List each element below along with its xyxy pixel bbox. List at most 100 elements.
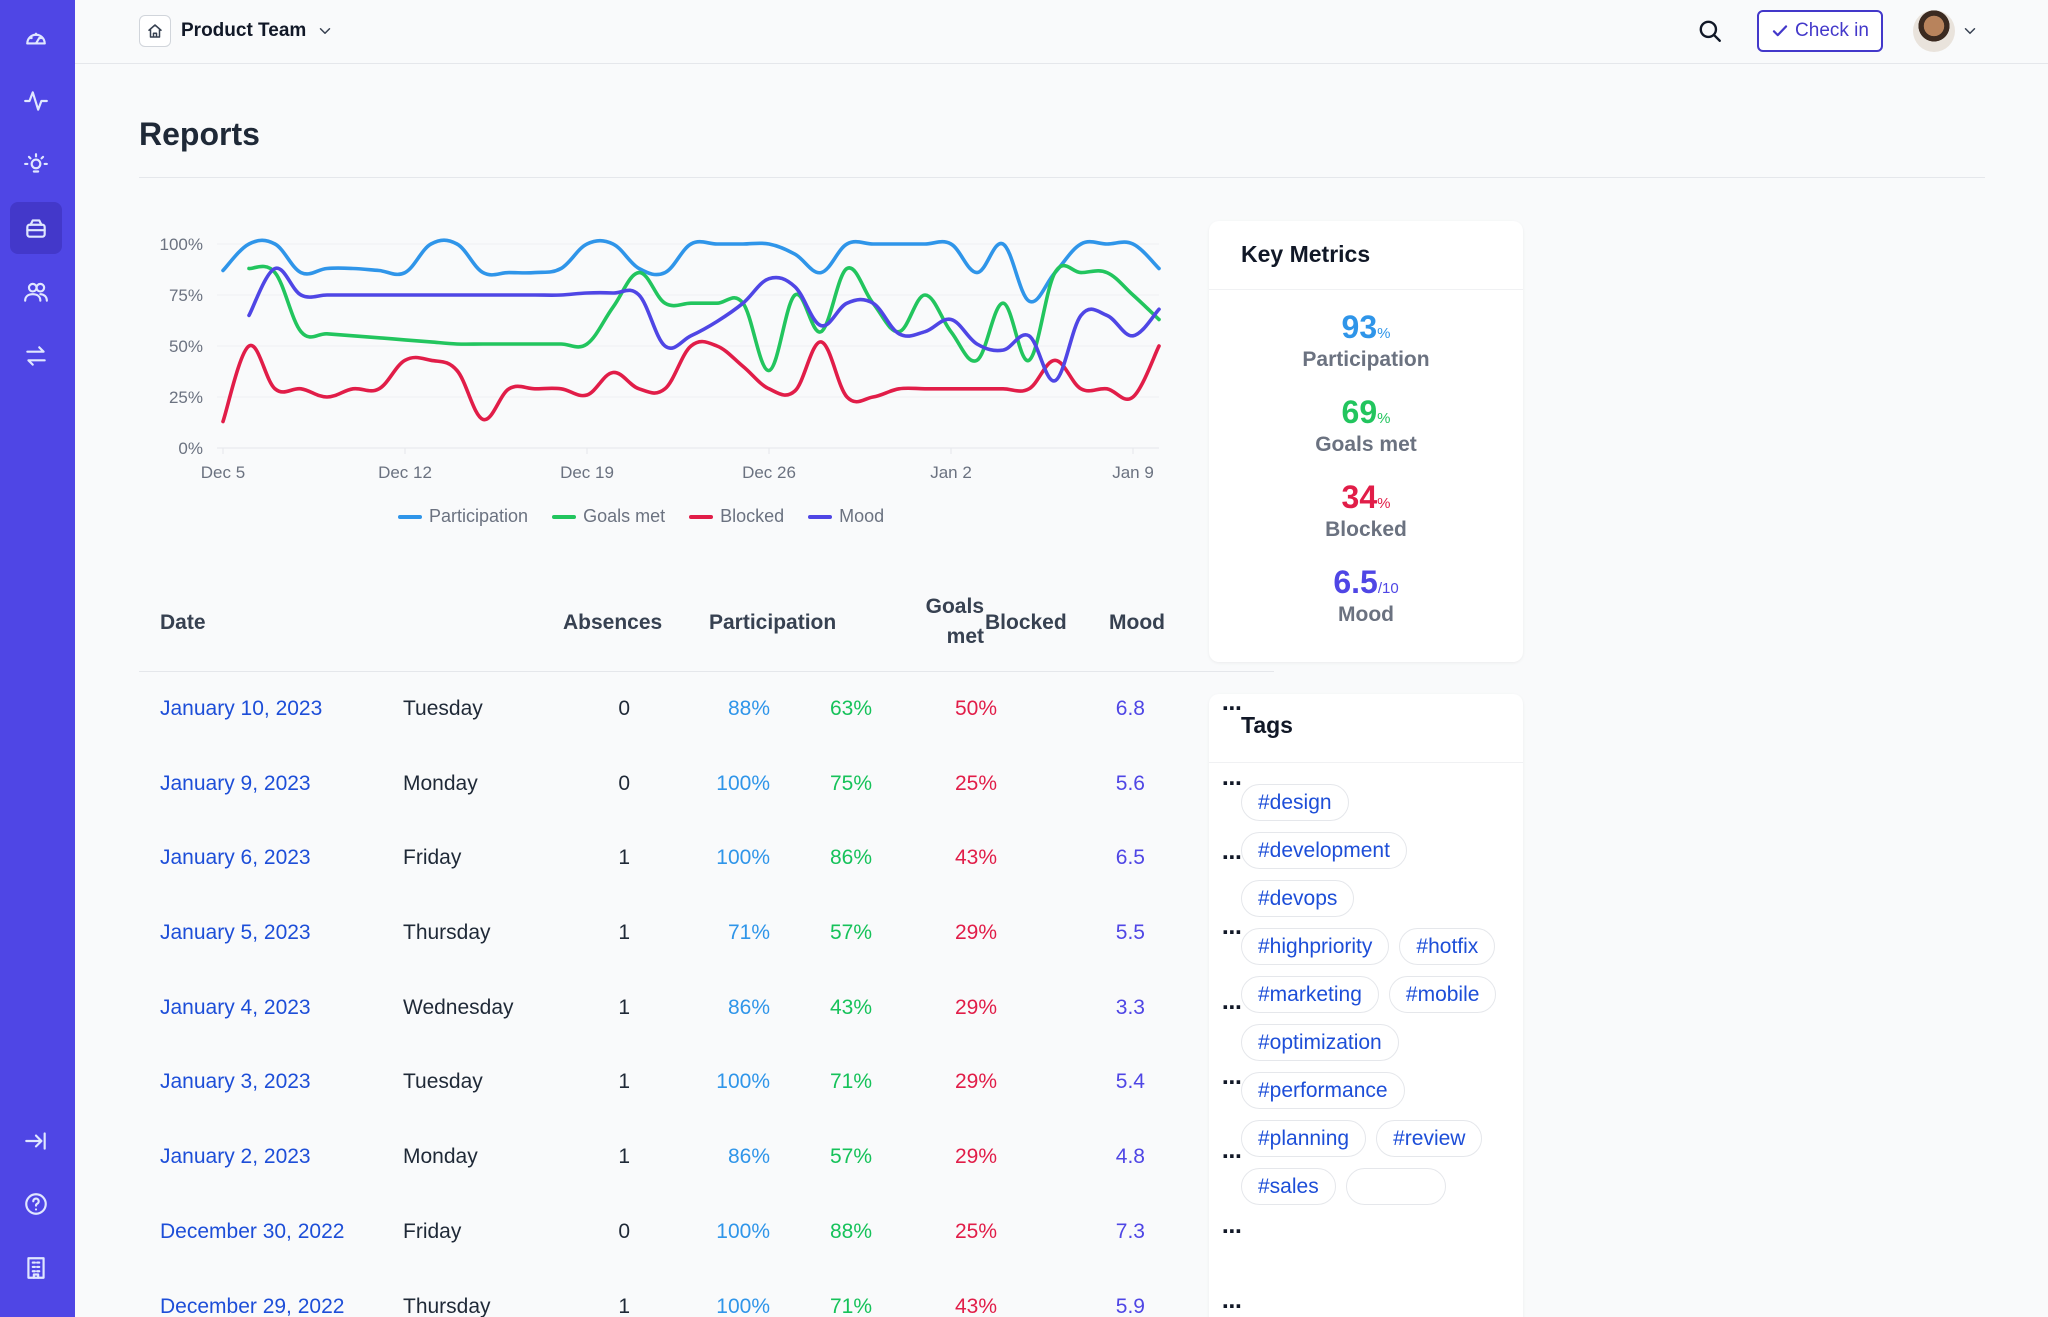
tag-chip[interactable]: #review	[1376, 1120, 1483, 1157]
avatar[interactable]	[1913, 10, 1955, 52]
sidebar-organization[interactable]	[10, 1242, 62, 1294]
cell-date[interactable]: January 10, 2023	[160, 697, 323, 720]
cell-absences: 1	[618, 1070, 630, 1094]
table-row[interactable]: January 3, 2023 Tuesday 1 100% 71% 29% 5.4	[139, 1045, 1274, 1120]
x-tick-label: Jan 2	[930, 463, 972, 482]
metric-value-line: 69%	[1209, 394, 1523, 431]
cell-blocked: 25%	[954, 771, 997, 795]
legend-item-goals-met[interactable]: Goals met	[552, 506, 665, 527]
search-button[interactable]	[1695, 16, 1725, 46]
table-row[interactable]: January 4, 2023 Wednesday 1 86% 43% 29% 3.3	[139, 971, 1274, 1046]
home-icon[interactable]	[139, 15, 171, 47]
divider	[1209, 762, 1523, 763]
table-row[interactable]: January 9, 2023 Monday 0 100% 75% 25% 5.6	[139, 747, 1274, 822]
sidebar-item-team[interactable]	[10, 266, 62, 318]
tag-chip[interactable]: #optimization	[1241, 1024, 1399, 1061]
chevron-down-icon[interactable]	[316, 22, 334, 40]
cell-blocked: 43%	[954, 1294, 997, 1317]
column-header-blocked[interactable]: Blocked	[985, 611, 1067, 634]
legend-item-mood[interactable]: Mood	[808, 506, 884, 527]
tag-chip[interactable]: #performance	[1241, 1072, 1405, 1109]
cell-date[interactable]: January 2, 2023	[160, 1145, 311, 1169]
team-name[interactable]: Product Team	[181, 20, 307, 41]
cell-date[interactable]: December 29, 2022	[160, 1294, 345, 1317]
column-header-goals-line2: met	[946, 625, 984, 648]
column-header-participation[interactable]: Participation	[709, 611, 837, 634]
column-header-goals-met[interactable]: Goals met	[884, 592, 984, 652]
legend-item-participation[interactable]: Participation	[398, 506, 528, 527]
tag-chip[interactable]: #marketing	[1241, 976, 1379, 1013]
tag-chip[interactable]: #hotfix	[1399, 928, 1496, 965]
row-menu-icon[interactable]: ⋯	[1222, 1295, 1243, 1317]
sidebar-item-ideas[interactable]	[10, 139, 62, 191]
cell-date[interactable]: January 5, 2023	[160, 921, 311, 945]
tag-chip[interactable]: #development	[1241, 832, 1407, 869]
x-tick-label: Dec 12	[378, 463, 432, 482]
tag-chip[interactable]: #highpriority	[1241, 928, 1390, 965]
cell-date[interactable]: January 4, 2023	[160, 995, 311, 1019]
table-row[interactable]: January 10, 2023 Tuesday 0 88% 63% 50% 6.8	[139, 672, 1274, 747]
column-header-absences[interactable]: Absences	[563, 611, 663, 634]
sidebar-item-activity[interactable]	[10, 75, 62, 127]
series-line-mood	[247, 266, 1161, 383]
cell-day: Wednesday	[403, 995, 514, 1019]
table-row[interactable]: January 5, 2023 Thursday 1 71% 57% 29% 5.5	[139, 896, 1274, 971]
table-row[interactable]: December 29, 2022 Thursday 1 100% 71% 43% 5.9	[139, 1270, 1274, 1317]
sidebar-item-integrations[interactable]	[10, 330, 62, 382]
cell-mood: 4.8	[1115, 1145, 1145, 1169]
users-icon	[24, 282, 48, 302]
tag-chip[interactable]: #planning	[1241, 1120, 1367, 1157]
cell-date[interactable]: January 6, 2023	[160, 846, 311, 870]
tag-chip[interactable]: #devops	[1241, 880, 1355, 917]
x-tick-label: Dec 19	[560, 463, 614, 482]
row-menu-icon[interactable]: ⋯	[1222, 772, 1243, 795]
legend-swatch	[398, 514, 422, 519]
team-switcher[interactable]: Product Team	[139, 15, 334, 47]
sidebar-item-dashboard[interactable]	[10, 12, 62, 64]
metric-value-line: 34%	[1209, 479, 1523, 516]
check-in-button[interactable]: Check in	[1757, 10, 1883, 52]
tag-list: #design #development #devops #highpriority #…	[1241, 784, 1511, 1205]
row-menu-icon[interactable]: ⋯	[1222, 1220, 1243, 1243]
cell-goals-met: 86%	[829, 846, 872, 870]
row-menu-icon[interactable]: ⋯	[1222, 1071, 1243, 1094]
y-tick-label: 100%	[160, 235, 203, 254]
cell-date[interactable]: January 9, 2023	[160, 771, 311, 795]
table-row[interactable]: January 2, 2023 Monday 1 86% 57% 29% 4.8	[139, 1120, 1274, 1195]
legend-label: Participation	[429, 506, 529, 526]
x-tick-label: Dec 26	[742, 463, 796, 482]
column-header-mood[interactable]: Mood	[1109, 611, 1165, 634]
row-menu-icon[interactable]: ⋯	[1222, 847, 1243, 870]
row-menu-icon[interactable]: ⋯	[1222, 698, 1243, 720]
table-row[interactable]: December 30, 2022 Friday 0 100% 88% 25% 7.3	[139, 1195, 1274, 1270]
tag-chip[interactable]: #sales	[1241, 1168, 1336, 1205]
cell-mood: 6.5	[1115, 846, 1145, 870]
chevron-down-icon[interactable]	[1961, 22, 1979, 45]
page-title: Reports	[139, 116, 260, 152]
metric-blocked: 34% Blocked	[1209, 479, 1523, 542]
tag-chip[interactable]: #mobile	[1388, 976, 1497, 1013]
cell-mood: 7.3	[1115, 1219, 1145, 1243]
metric-value-line: 6.5/10	[1209, 564, 1523, 601]
sidebar	[0, 0, 75, 1317]
row-menu-icon[interactable]: ⋯	[1222, 1146, 1243, 1169]
sidebar-item-reports[interactable]	[10, 202, 62, 254]
legend-swatch	[552, 514, 577, 519]
sidebar-help[interactable]	[10, 1178, 62, 1230]
column-header-date[interactable]: Date	[160, 611, 206, 634]
tag-chip[interactable]: #design	[1241, 784, 1349, 821]
search-icon	[1699, 20, 1721, 42]
row-menu-icon[interactable]: ⋯	[1222, 922, 1243, 945]
cell-date[interactable]: January 3, 2023	[160, 1070, 311, 1094]
series-line-blocked	[221, 339, 1161, 424]
row-menu-icon[interactable]: ⋯	[1222, 996, 1243, 1019]
sidebar-collapse[interactable]	[10, 1115, 62, 1167]
check-in-label: Check in	[1795, 20, 1869, 41]
cell-date[interactable]: December 30, 2022	[160, 1219, 345, 1243]
cell-goals-met: 71%	[829, 1070, 872, 1094]
tag-chip[interactable]	[1345, 1168, 1446, 1205]
key-metrics-title: Key Metrics	[1241, 241, 1371, 267]
cell-blocked: 43%	[954, 846, 997, 870]
legend-item-blocked[interactable]: Blocked	[689, 506, 784, 527]
table-row[interactable]: January 6, 2023 Friday 1 100% 86% 43% 6.5	[139, 821, 1274, 896]
